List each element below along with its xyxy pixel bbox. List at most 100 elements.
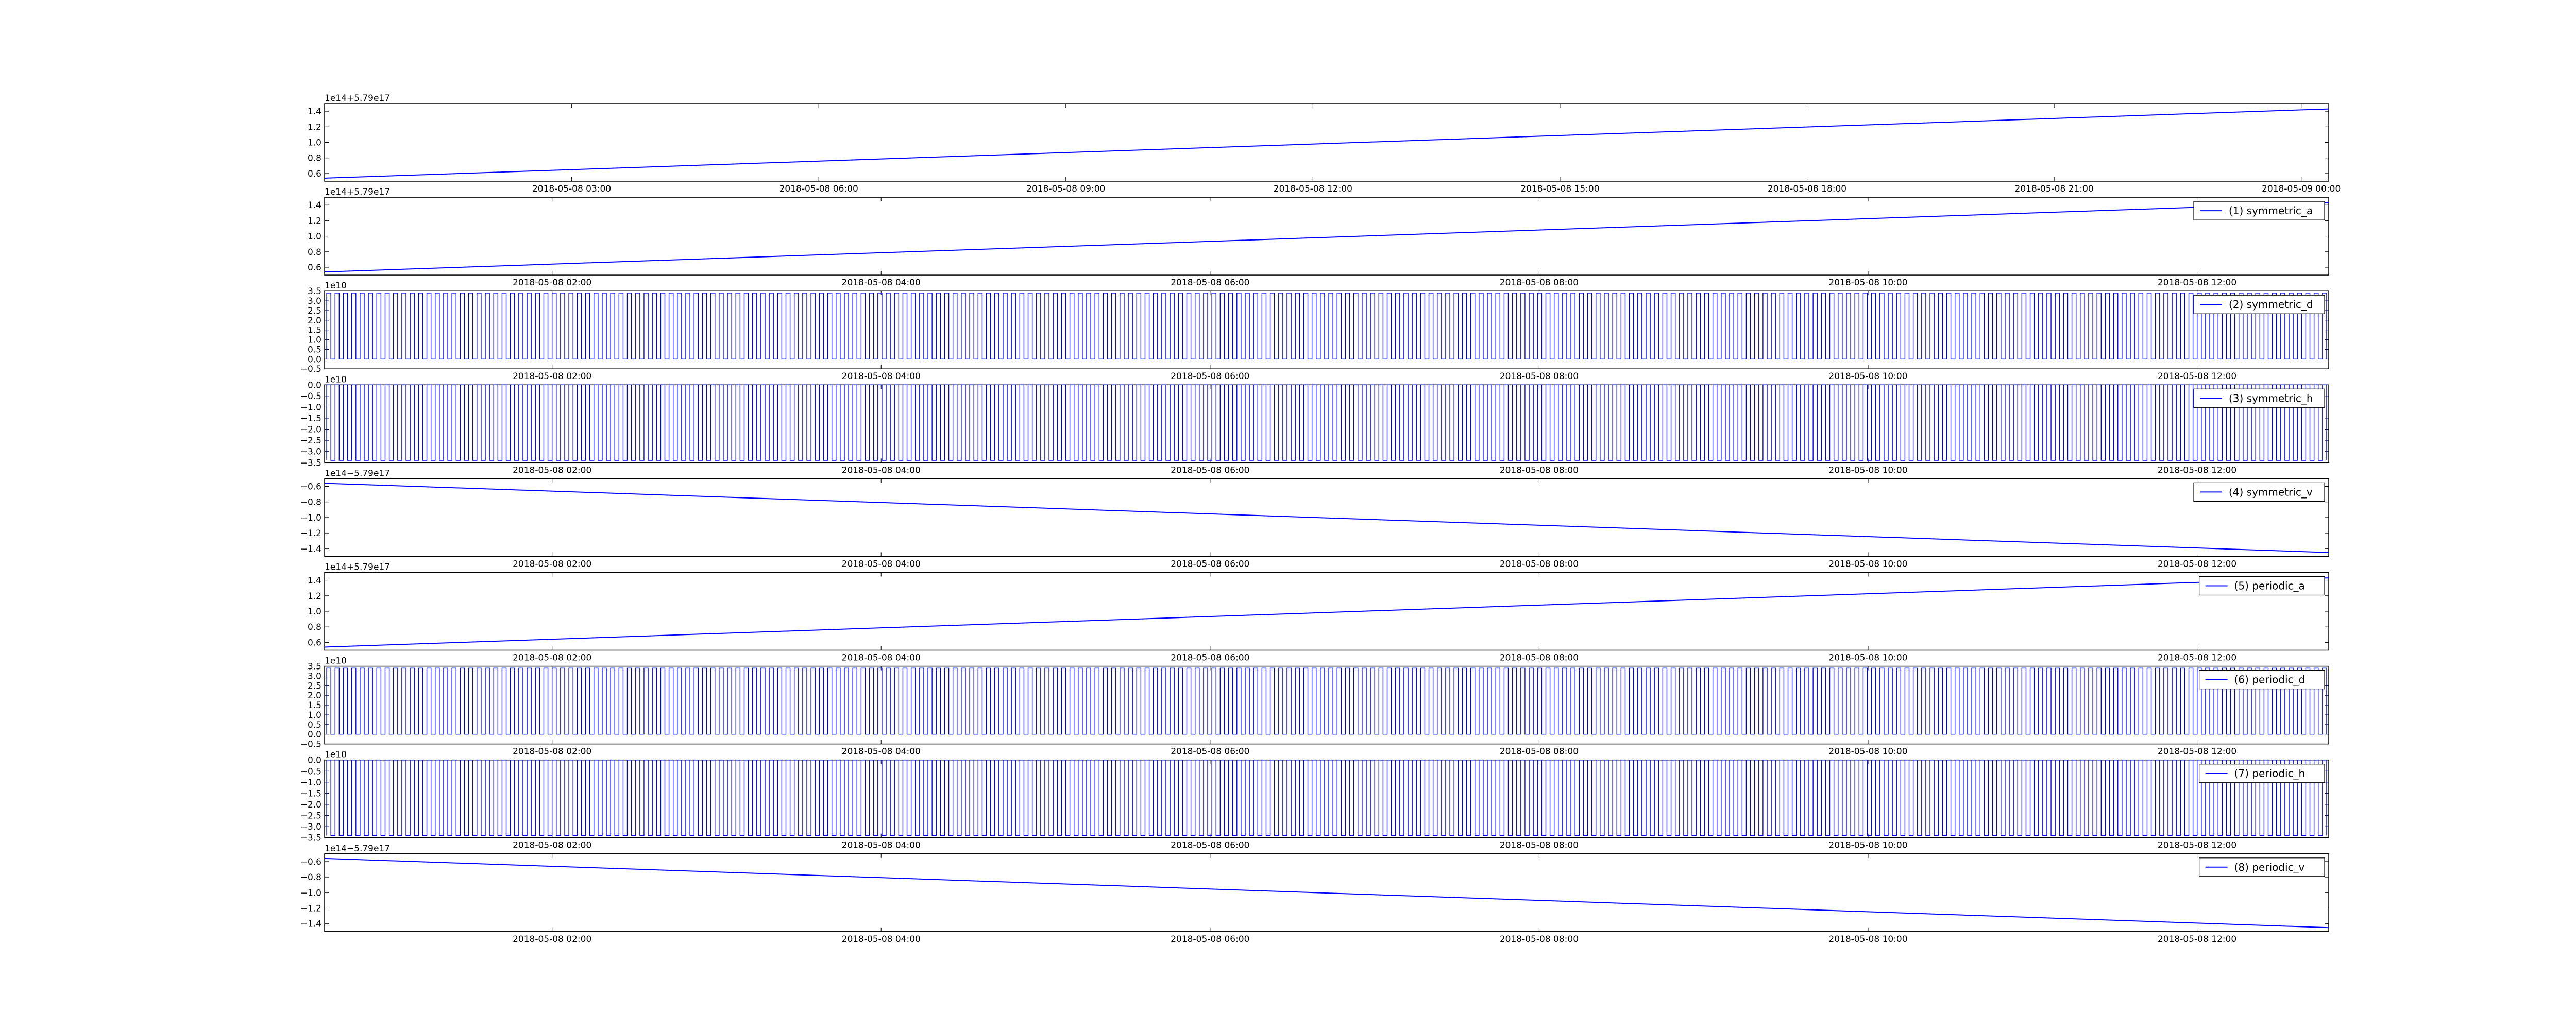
y-tick-label: −1.2 xyxy=(300,904,321,914)
x-tick-label: 2018-05-08 03:00 xyxy=(532,184,611,194)
y-tick-label: −0.6 xyxy=(300,857,321,867)
x-tick-label: 2018-05-08 12:00 xyxy=(2158,465,2236,475)
x-tick-label: 2018-05-08 12:00 xyxy=(2158,371,2236,382)
x-tick-label: 2018-05-08 10:00 xyxy=(1828,653,1907,663)
y-tick-label: 1.0 xyxy=(308,232,321,242)
y-tick-label: −1.0 xyxy=(300,513,321,523)
subplot-2: 1e14+5.79e17 0.6 0.8 1.0 1.2 1.4 2018-05-08 02… xyxy=(308,187,2329,288)
x-tick-label: 2018-05-08 04:00 xyxy=(842,747,921,757)
y-tick-label: −1.5 xyxy=(300,788,321,799)
y-tick-label: −0.6 xyxy=(300,482,321,492)
legend: (8) periodic_v xyxy=(2199,857,2325,877)
y-tick-label: 0.0 xyxy=(308,380,321,390)
legend-label: (6) periodic_d xyxy=(2234,674,2306,686)
y-tick-label: −1.0 xyxy=(300,888,321,898)
series-line xyxy=(324,857,2329,929)
x-tick-label: 2018-05-08 02:00 xyxy=(513,559,591,569)
legend: (6) periodic_d xyxy=(2199,670,2325,690)
y-tick-label: 3.0 xyxy=(308,671,321,681)
y-tick-label: 0.8 xyxy=(308,153,321,164)
y-tick-label: −1.2 xyxy=(300,528,321,539)
y-tick-label: −0.8 xyxy=(300,872,321,883)
x-tick-label: 2018-05-08 18:00 xyxy=(1768,184,1846,194)
y-tick-label: 2.0 xyxy=(308,316,321,326)
y-tick-label: −1.5 xyxy=(300,414,321,424)
y-tick-label: −2.0 xyxy=(300,425,321,435)
y-tick-label: 1.5 xyxy=(308,700,321,711)
y-tick-label: 0.6 xyxy=(308,638,321,648)
x-tick-label: 2018-05-08 04:00 xyxy=(842,653,921,663)
x-tick-label: 2018-05-08 10:00 xyxy=(1828,559,1907,569)
x-tick-label: 2018-05-08 06:00 xyxy=(779,184,858,194)
axis-offset-text: 1e14−5.79e17 xyxy=(325,844,390,854)
y-tick-label: 2.0 xyxy=(308,691,321,701)
legend-label: (5) periodic_a xyxy=(2234,580,2305,592)
y-tick-label: 2.5 xyxy=(308,681,321,691)
x-tick-label: 2018-05-08 06:00 xyxy=(1171,559,1249,569)
x-tick-label: 2018-05-08 09:00 xyxy=(1026,184,1105,194)
x-tick-label: 2018-05-08 02:00 xyxy=(513,934,591,945)
x-tick-label: 2018-05-08 04:00 xyxy=(842,371,921,382)
series-line xyxy=(324,108,2329,179)
axes-frame xyxy=(324,759,2329,838)
series-line xyxy=(326,667,2327,735)
x-tick-label: 2018-05-08 08:00 xyxy=(1500,278,1579,288)
y-tick-label: 0.6 xyxy=(308,169,321,179)
y-tick-label: 0.0 xyxy=(308,756,321,766)
axes-frame xyxy=(324,572,2329,651)
legend: (1) symmetric_a xyxy=(2193,201,2325,220)
x-tick-label: 2018-05-08 06:00 xyxy=(1171,653,1249,663)
x-tick-label: 2018-05-08 02:00 xyxy=(513,840,591,851)
legend-label: (7) periodic_h xyxy=(2234,767,2306,780)
y-tick-label: 1.0 xyxy=(308,138,321,148)
y-tick-label: −0.5 xyxy=(300,740,321,750)
x-tick-label: 2018-05-08 06:00 xyxy=(1171,840,1249,851)
y-tick-label: −2.5 xyxy=(300,811,321,821)
x-tick-label: 2018-05-08 08:00 xyxy=(1500,371,1579,382)
x-tick-label: 2018-05-08 02:00 xyxy=(513,653,591,663)
series-line xyxy=(326,293,2327,360)
axis-offset-text: 1e14+5.79e17 xyxy=(325,562,390,573)
y-tick-label: 0.5 xyxy=(308,345,321,355)
legend: (5) periodic_a xyxy=(2199,576,2325,596)
y-tick-label: 3.5 xyxy=(308,286,321,297)
series-line xyxy=(324,577,2329,648)
axis-offset-text: 1e14+5.79e17 xyxy=(325,187,390,197)
y-tick-label: 0.5 xyxy=(308,720,321,730)
x-tick-label: 2018-05-08 08:00 xyxy=(1500,465,1579,475)
y-tick-label: 1.0 xyxy=(308,607,321,617)
series-line xyxy=(326,760,2327,836)
x-tick-label: 2018-05-08 21:00 xyxy=(2015,184,2094,194)
legend-label: (4) symmetric_v xyxy=(2229,486,2313,498)
x-tick-label: 2018-05-08 12:00 xyxy=(2158,747,2236,757)
y-tick-label: −1.0 xyxy=(300,778,321,788)
x-tick-label: 2018-05-08 06:00 xyxy=(1171,934,1249,945)
axes-frame xyxy=(324,384,2329,464)
axis-offset-text: 1e14−5.79e17 xyxy=(325,468,390,478)
legend-label: (3) symmetric_h xyxy=(2229,392,2313,404)
axes-frame xyxy=(324,290,2329,369)
x-tick-label: 2018-05-08 04:00 xyxy=(842,934,921,945)
x-tick-label: 2018-05-08 02:00 xyxy=(513,371,591,382)
series-line xyxy=(324,483,2329,553)
y-tick-label: −1.0 xyxy=(300,402,321,413)
y-tick-label: −0.5 xyxy=(300,766,321,777)
y-tick-label: 0.0 xyxy=(308,354,321,365)
x-tick-label: 2018-05-08 08:00 xyxy=(1500,934,1579,945)
y-tick-label: 1.4 xyxy=(308,200,321,211)
y-tick-label: −1.4 xyxy=(300,919,321,930)
axis-offset-text: 1e14+5.79e17 xyxy=(325,93,390,104)
y-tick-label: 1.2 xyxy=(308,122,321,132)
subplot-1: 1e14+5.79e17 0.6 0.8 1.0 1.2 1.4 2018-05-08 03… xyxy=(308,93,2341,194)
x-tick-label: 2018-05-08 06:00 xyxy=(1171,371,1249,382)
y-tick-label: −3.0 xyxy=(300,447,321,457)
x-tick-label: 2018-05-09 00:00 xyxy=(2262,184,2341,194)
y-tick-label: 0.0 xyxy=(308,730,321,740)
y-tick-label: −0.8 xyxy=(300,497,321,508)
axis-offset-text: 1e10 xyxy=(325,750,347,760)
series-line xyxy=(326,384,2327,461)
y-tick-label: 1.4 xyxy=(308,107,321,117)
x-tick-label: 2018-05-08 06:00 xyxy=(1171,747,1249,757)
y-tick-label: −3.0 xyxy=(300,822,321,832)
subplot-5: 1e14−5.79e17 −1.4 −1.2 −1.0 −0.8 −0.6 2018-05-… xyxy=(300,468,2329,569)
